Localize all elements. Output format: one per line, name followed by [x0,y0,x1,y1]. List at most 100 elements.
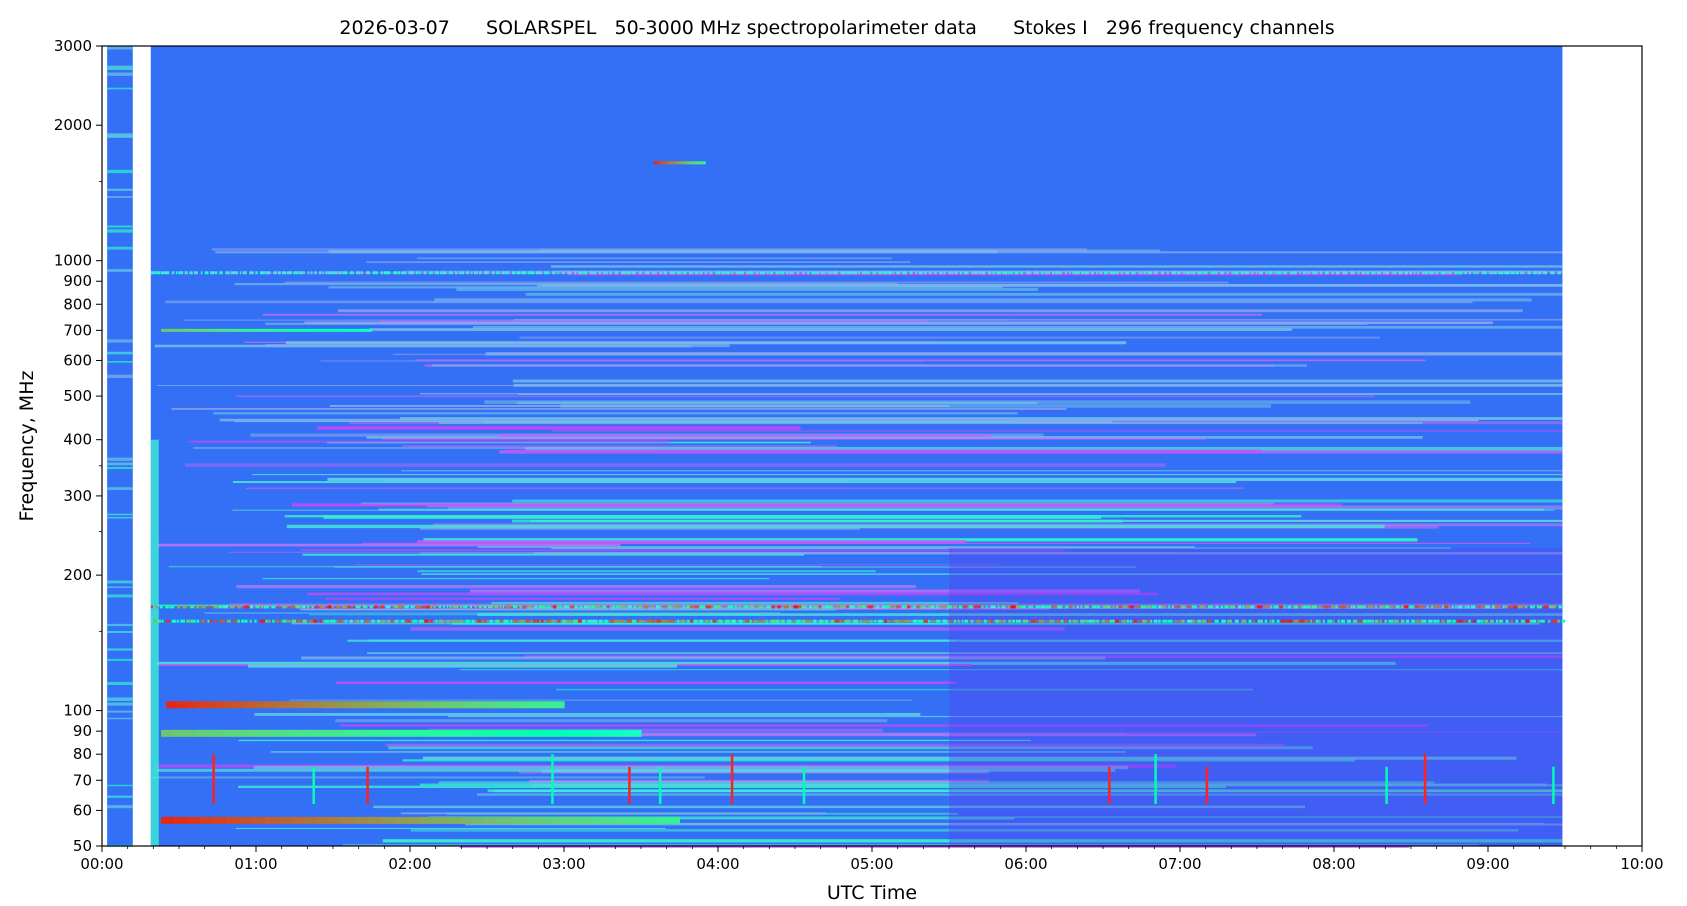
band-segment [330,619,336,623]
band-segment [1112,605,1115,609]
band-segment [1318,619,1321,623]
band-segment [473,729,486,737]
band-segment [749,605,755,609]
band-segment [693,619,698,623]
band-segment [1014,271,1019,275]
channel-stripe [402,759,1356,762]
band-segment [1448,605,1451,609]
band-segment [1158,605,1162,609]
band-segment [950,619,953,623]
band-segment [1470,605,1476,609]
band-segment [471,271,473,275]
band-segment [219,619,225,623]
band-segment [290,605,295,609]
band-segment [902,605,905,609]
band-segment [881,605,886,609]
band-segment [380,271,384,275]
band-segment [1409,271,1413,275]
band-segment [1544,605,1548,609]
band-segment [557,271,560,275]
channel-stripe [285,341,1127,345]
y-tick-label: 80 [73,745,92,763]
band-segment [446,605,449,609]
band-segment [233,619,237,623]
channel-stripe [265,344,730,348]
band-segment [229,605,235,609]
band-segment [512,605,518,609]
band-segment [981,605,984,609]
band-segment [1531,619,1537,623]
band-segment [932,619,936,623]
band-segment [532,271,535,275]
channel-stripe [373,805,1306,809]
band-segment [1312,271,1318,275]
band-segment [1495,619,1498,623]
band-segment [905,619,911,623]
channel-stripe [219,418,1479,422]
band-segment [1245,605,1251,609]
band-segment [1069,605,1072,609]
burst-mark [312,766,315,804]
band-segment [1118,605,1122,609]
band-segment [501,271,506,275]
channel-stripe [215,251,1563,254]
band-segment [180,271,184,275]
band-segment [1391,271,1394,275]
band-segment [589,605,592,609]
band-segment [637,619,639,623]
band-segment [173,816,188,824]
channel-stripe [438,422,1423,424]
band-segment [1028,605,1032,609]
band-segment [214,619,217,623]
band-segment [1441,605,1444,609]
x-tick-label: 01:00 [234,855,277,873]
band-segment [1446,619,1452,623]
band-segment [484,701,495,709]
burst-mark [730,754,734,804]
band-segment [620,619,625,623]
x-tick-label: 00:00 [80,855,123,873]
channel-stripe [107,246,133,250]
band-segment [692,161,695,165]
band-segment [861,271,868,275]
band-segment [659,271,663,275]
band-segment [1409,605,1415,609]
band-segment [176,701,187,709]
band-segment [604,619,608,623]
band-segment [169,605,175,609]
band-segment [928,271,932,275]
band-segment [1056,619,1061,623]
band-segment [324,619,330,623]
band-segment [339,328,346,332]
channel-stripe [262,577,770,580]
band-segment [1269,605,1272,609]
channel-stripe [107,351,133,355]
band-segment [912,605,916,609]
channel-stripe [107,658,133,661]
band-segment [578,271,583,275]
band-segment [1287,605,1292,609]
band-segment [1151,605,1157,609]
band-segment [469,605,472,609]
band-segment [536,816,551,824]
band-segment [846,271,852,275]
band-segment [230,271,236,275]
band-segment [974,605,978,609]
band-segment [462,605,468,609]
band-segment [437,729,450,737]
band-segment [1174,605,1177,609]
channel-stripe [289,699,913,701]
band-segment [785,271,789,275]
channel-stripe [156,543,621,547]
band-segment [272,619,275,623]
band-segment [874,619,877,623]
band-segment [254,619,257,623]
channel-stripe [512,379,1563,383]
band-segment [909,271,913,275]
band-segment [355,605,361,609]
band-segment [680,161,683,165]
band-segment [667,161,670,165]
band-segment [313,328,320,332]
band-segment [474,701,486,709]
band-segment [539,271,543,275]
